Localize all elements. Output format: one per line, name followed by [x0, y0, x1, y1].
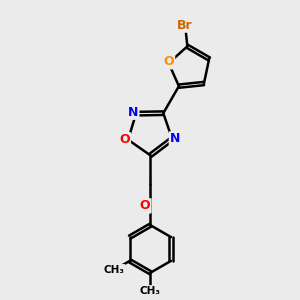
Text: N: N — [170, 132, 180, 146]
Text: CH₃: CH₃ — [140, 286, 161, 296]
Text: CH₃: CH₃ — [103, 265, 124, 275]
Text: Br: Br — [177, 19, 193, 32]
Text: O: O — [119, 133, 130, 146]
Text: N: N — [128, 106, 138, 119]
Text: O: O — [140, 200, 150, 212]
Text: O: O — [164, 55, 174, 68]
